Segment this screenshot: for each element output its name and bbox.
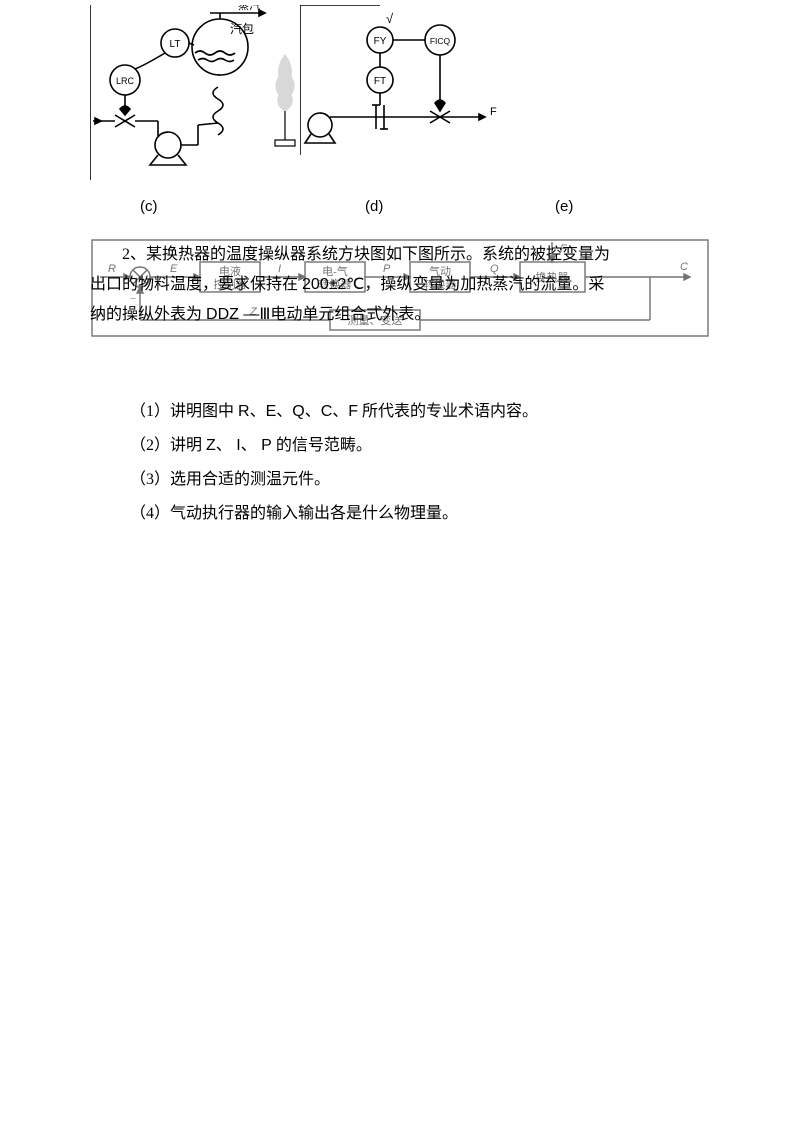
- ddz-text: DDZ —Ⅲ: [206, 306, 270, 323]
- q3: （3）选用合适的测温元件。: [130, 463, 710, 497]
- p-line2a: 出口的物料温度，要求保持在: [90, 276, 302, 293]
- q-num: 2、: [122, 246, 146, 263]
- p-line3a: 纳的操纵外表为: [90, 306, 206, 323]
- q2: （2）讲明 Z、 I、 P 的信号范畴。: [130, 429, 710, 463]
- f-out-label: F: [490, 106, 497, 118]
- p-line2b: ，操纵变量为加热蒸汽的流量。采: [364, 276, 604, 293]
- question-list: （1）讲明图中 R、E、Q、C、F 所代表的专业术语内容。 （2）讲明 Z、 I…: [130, 395, 710, 531]
- fragment-icon: [260, 45, 310, 165]
- svg-text:汽包: 汽包: [230, 21, 254, 36]
- lrc-label: LRC: [116, 76, 135, 86]
- q1-vars: R、E、Q、C、F: [238, 403, 358, 420]
- sqrt-icon: √: [386, 11, 394, 26]
- q2-a: （2）讲明: [130, 437, 206, 454]
- svg-text:蒸汽: 蒸汽: [238, 5, 260, 12]
- ficq-label: FICQ: [430, 36, 451, 46]
- p-line1a: 某换热器的温度操纵器系统方块图如下图所示。系统的被控变量为: [146, 246, 610, 263]
- q2-vars: Z、 I、 P: [206, 437, 272, 454]
- q1: （1）讲明图中 R、E、Q、C、F 所代表的专业术语内容。: [130, 395, 710, 429]
- label-d: (d): [365, 198, 383, 215]
- q1-a: （1）讲明图中: [130, 403, 238, 420]
- fy-label: FY: [374, 36, 387, 47]
- ft-label: FT: [374, 76, 386, 87]
- q4: （4）气动执行器的输入输出各是什么物理量。: [130, 497, 710, 531]
- p-line3b: 电动单元组合式外表。: [270, 306, 430, 323]
- diagram-row: 蒸汽 汽包 LT LRC: [90, 5, 710, 180]
- q2-b: 的信号范畴。: [272, 437, 372, 454]
- lt-label: LT: [170, 39, 181, 50]
- diagram-d: F FT FY: [300, 5, 500, 160]
- q1-b: 所代表的专业术语内容。: [358, 403, 538, 420]
- page: 蒸汽 汽包 LT LRC: [0, 0, 800, 1133]
- temp-value: 200±2℃: [302, 276, 364, 293]
- problem-2-text: 2、某换热器的温度操纵器系统方块图如下图所示。系统的被控变量为 出口的物料温度，…: [90, 240, 710, 330]
- label-c: (c): [140, 198, 158, 215]
- label-e: (e): [555, 198, 573, 215]
